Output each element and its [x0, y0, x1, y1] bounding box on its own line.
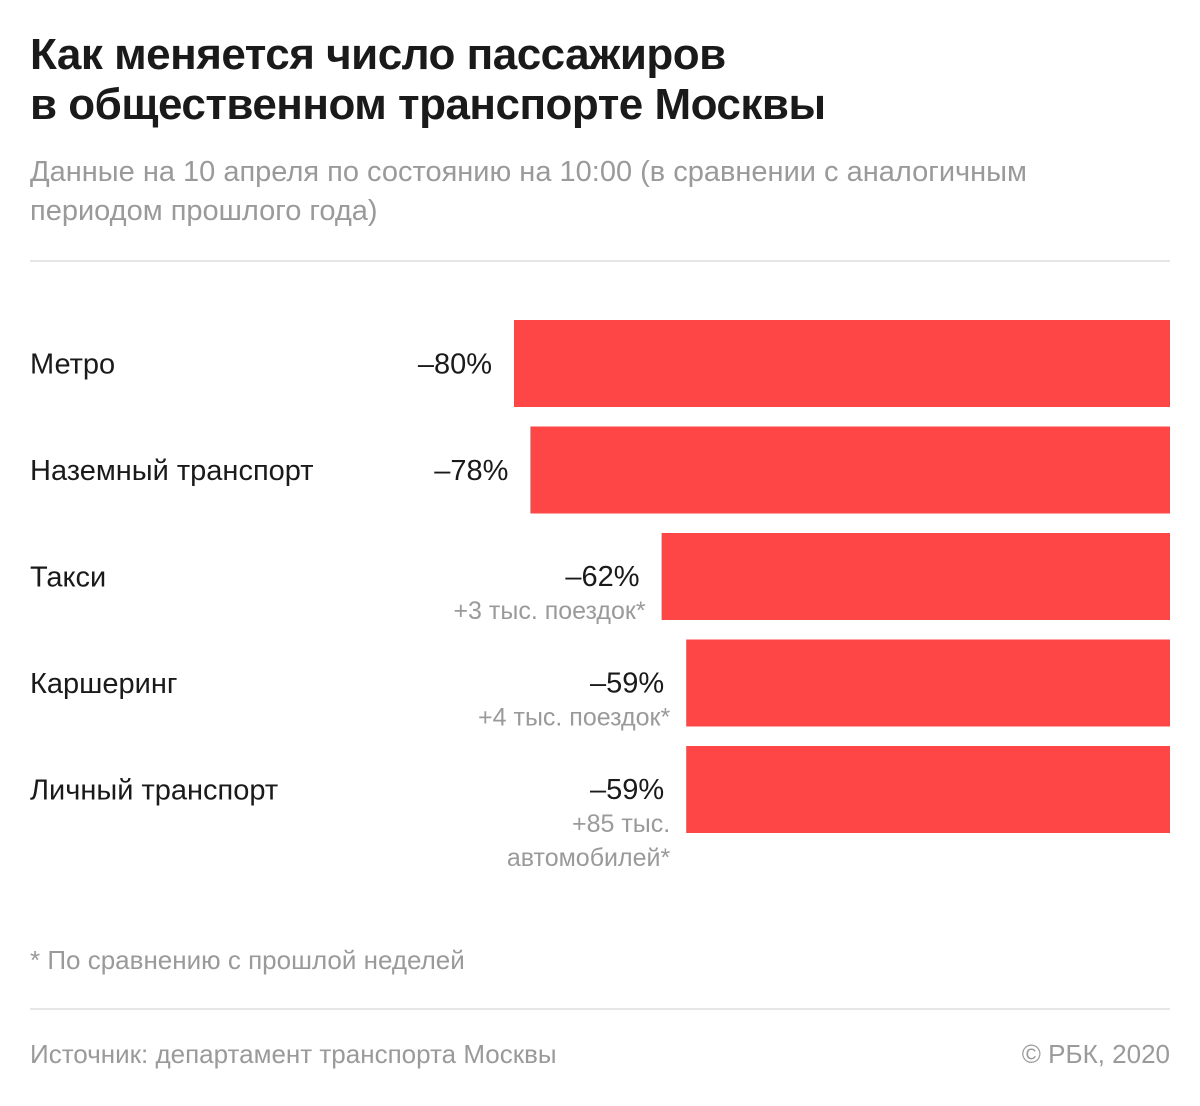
category-label: Такси [30, 562, 106, 594]
chart-subtitle: Данные на 10 апреля по состоянию на 10:0… [30, 153, 1170, 231]
chart-subtitle-line-1: Данные на 10 апреля по состоянию на 10:0… [30, 156, 1027, 188]
bar [686, 746, 1170, 833]
source-note: Источник: департамент транспорта Москвы [30, 1039, 557, 1069]
value-note: +85 тыс. [572, 810, 670, 838]
bar [686, 639, 1170, 727]
value-label: –78% [434, 455, 508, 487]
chart-subtitle-line-2: периодом прошлого года) [30, 195, 378, 227]
bar [530, 426, 1170, 514]
footnote: * По сравнению с прошлой неделей [30, 945, 465, 975]
value-note: +4 тыс. поездок* [478, 704, 670, 732]
value-label: –80% [418, 349, 492, 381]
category-label: Каршеринг [30, 668, 177, 700]
value-label: –62% [565, 561, 639, 593]
copyright: © РБК, 2020 [1021, 1039, 1170, 1069]
top-divider [30, 260, 1170, 262]
value-label: –59% [590, 774, 664, 806]
chart-title-line-2: в общественном транспорте Москвы [30, 80, 826, 129]
chart-title-line-1: Как меняется число пассажиров [30, 30, 726, 79]
bar [514, 320, 1170, 407]
value-note: автомобилей* [507, 844, 671, 872]
value-note: +3 тыс. поездок* [453, 597, 645, 625]
bar [661, 533, 1170, 620]
value-label: –59% [590, 668, 664, 700]
bottom-divider [30, 1008, 1170, 1010]
category-label: Личный транспорт [30, 775, 278, 807]
category-label: Наземный транспорт [30, 455, 314, 487]
chart-title: Как меняется число пассажиров в обществе… [30, 30, 1170, 130]
category-label: Метро [30, 349, 115, 381]
